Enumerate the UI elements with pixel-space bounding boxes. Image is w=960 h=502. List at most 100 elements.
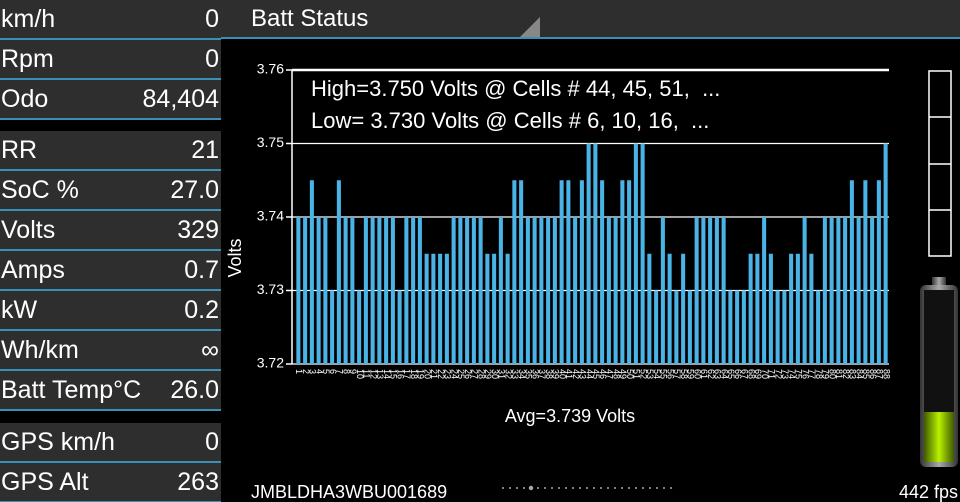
x-tick-label: 11 <box>362 369 372 378</box>
y-axis-label: Volts <box>225 238 245 277</box>
x-tick-label: 32 <box>503 369 513 379</box>
bar <box>708 217 713 364</box>
bar <box>505 253 510 364</box>
pager-dot <box>528 485 534 491</box>
pager-dot <box>509 487 511 489</box>
bar <box>586 143 591 364</box>
row-label: Rpm <box>1 45 54 73</box>
bar <box>451 217 456 364</box>
bar <box>532 217 537 364</box>
bar <box>600 180 605 364</box>
x-tick-label: 77 <box>807 369 817 379</box>
bar <box>438 253 443 364</box>
bar <box>795 253 800 364</box>
bar <box>829 217 834 364</box>
x-tick-label: 6 <box>328 369 338 374</box>
bar <box>640 143 645 364</box>
bar <box>613 217 618 364</box>
level-boxes <box>928 70 952 257</box>
bar <box>816 290 821 364</box>
x-tick-label: 31 <box>497 369 507 379</box>
x-tick-label: 39 <box>551 369 561 379</box>
bar <box>809 253 814 364</box>
bar <box>444 253 449 364</box>
pager-dot <box>649 487 651 489</box>
x-tick-label: 27 <box>470 369 480 379</box>
x-tick-label: 79 <box>821 369 831 379</box>
bar <box>789 253 794 364</box>
bar <box>431 253 436 364</box>
bar <box>667 253 672 364</box>
bar <box>363 217 368 364</box>
bar <box>471 217 476 364</box>
bar <box>728 290 733 364</box>
x-tick-label: 9 <box>348 369 358 374</box>
x-tick-label: 58 <box>679 369 689 379</box>
annotation: High=3.750 Volts @ Cells # 44, 45, 51, .… <box>311 76 720 101</box>
x-tick-label: 74 <box>787 369 797 379</box>
pager-dot <box>607 487 609 489</box>
info-row: Odo 84,404 <box>0 80 221 120</box>
bar <box>512 180 517 364</box>
x-tick-label: 80 <box>827 369 837 379</box>
pager-dot <box>572 487 574 489</box>
bar <box>309 180 314 364</box>
row-label: SoC % <box>1 176 79 204</box>
row-value: 329 <box>177 216 219 244</box>
bar <box>654 290 659 364</box>
x-tick-label: 88 <box>881 369 891 379</box>
x-tick-label: 72 <box>773 369 783 379</box>
row-label: GPS Alt <box>1 468 89 496</box>
pager-dot <box>558 487 560 489</box>
bar <box>870 217 875 364</box>
pager-dot <box>516 487 518 489</box>
x-tick-label: 33 <box>510 369 520 379</box>
pager-dot <box>621 487 623 489</box>
row-label: Amps <box>1 256 65 284</box>
x-tick-label: 30 <box>490 369 500 379</box>
pager-dot <box>523 487 525 489</box>
bar <box>755 253 760 364</box>
x-tick-label: 40 <box>557 369 567 379</box>
row-value: 26.0 <box>170 376 219 404</box>
pager-dot <box>551 487 553 489</box>
x-tick-label: 28 <box>476 369 486 379</box>
x-tick-label: 43 <box>578 369 588 379</box>
pager-dot <box>614 487 616 489</box>
info-row: GPS km/h 0 <box>0 423 221 463</box>
info-row: RR 21 <box>0 131 221 171</box>
bar <box>411 217 416 364</box>
bar <box>377 217 382 364</box>
x-tick-label: 18 <box>409 369 419 379</box>
x-tick-label: 83 <box>848 369 858 379</box>
x-tick-label: 34 <box>517 369 527 379</box>
row-label: RR <box>1 136 38 164</box>
x-tick-label: 38 <box>544 369 554 379</box>
bar <box>627 180 632 364</box>
x-tick-label: 71 <box>767 369 777 379</box>
bar <box>647 253 652 364</box>
x-tick-label: 21 <box>429 369 439 379</box>
row-value: 27.0 <box>170 176 219 204</box>
bar <box>822 217 827 364</box>
bar <box>384 217 389 364</box>
bar <box>735 290 740 364</box>
bar <box>316 217 321 364</box>
info-row: Volts 329 <box>0 211 221 251</box>
bar <box>546 217 551 364</box>
bar <box>856 217 861 364</box>
x-tick-label: 41 <box>564 369 574 379</box>
bar <box>579 180 584 364</box>
bar <box>370 217 375 364</box>
x-tick-label: 45 <box>591 369 601 379</box>
bar <box>660 217 665 364</box>
bar <box>296 217 301 364</box>
x-tick-label: 26 <box>463 369 473 379</box>
x-tick-label: 85 <box>861 369 871 379</box>
x-tick-label: 35 <box>524 369 534 379</box>
x-tick-label: 42 <box>571 369 581 379</box>
x-tick-label: 49 <box>618 369 628 379</box>
bar <box>390 217 395 364</box>
